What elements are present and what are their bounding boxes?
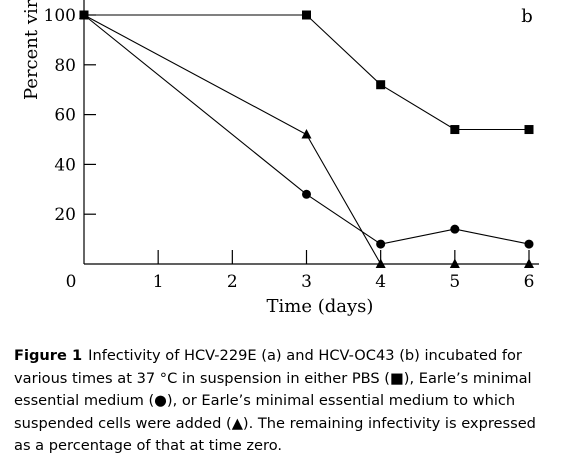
data-point-triangle [301,129,312,139]
figure-caption: Figure 1 Infectivity of HCV-229E (a) and … [14,345,554,458]
caption-text: Infectivity of HCV-229E (a) and HCV-OC43… [14,347,536,454]
x-tick-label: 4 [375,272,386,292]
figure-label: Figure 1 [14,347,83,364]
x-tick-label: 0 [66,272,77,292]
y-tick-label: 20 [54,205,76,225]
x-tick-label: 2 [227,272,238,292]
y-tick-label: 80 [54,56,76,76]
data-point-square [302,10,311,20]
series-line-square [84,14,529,131]
data-point-circle [376,239,386,249]
data-point-triangle [524,258,534,268]
chart-series [79,9,534,268]
x-tick-label: 6 [524,272,535,292]
data-point-triangle [449,258,460,268]
panel-label: b [521,6,533,27]
y-tick-label: 40 [54,155,76,175]
x-axis-title: Time (days) [267,296,374,317]
data-point-square [524,125,534,135]
series-circle [79,10,534,249]
y-tick-label: 60 [54,106,76,126]
x-tick-label: 5 [449,272,460,292]
y-tick-label: 100 [44,6,76,26]
series-line-triangle [83,14,529,265]
data-point-square [376,80,386,90]
y-axis-title: Percent virus [21,0,42,100]
data-point-circle [302,189,311,199]
data-point-square [450,125,460,135]
chart-ticks: 0 1 2 3 4 5 6 20 40 60 80 100 [44,6,535,292]
data-point-triangle [375,258,386,268]
x-tick-label: 3 [301,272,312,292]
line-chart: 0 1 2 3 4 5 6 20 40 60 80 100 b Time (days) Percent… [21,0,539,317]
chart-axes [83,0,539,265]
data-point-circle [524,239,534,249]
series-square [79,10,534,135]
series-triangle [79,9,534,268]
x-tick-label: 1 [153,272,164,292]
data-point-triangle [79,9,89,19]
data-point-circle [450,224,460,234]
